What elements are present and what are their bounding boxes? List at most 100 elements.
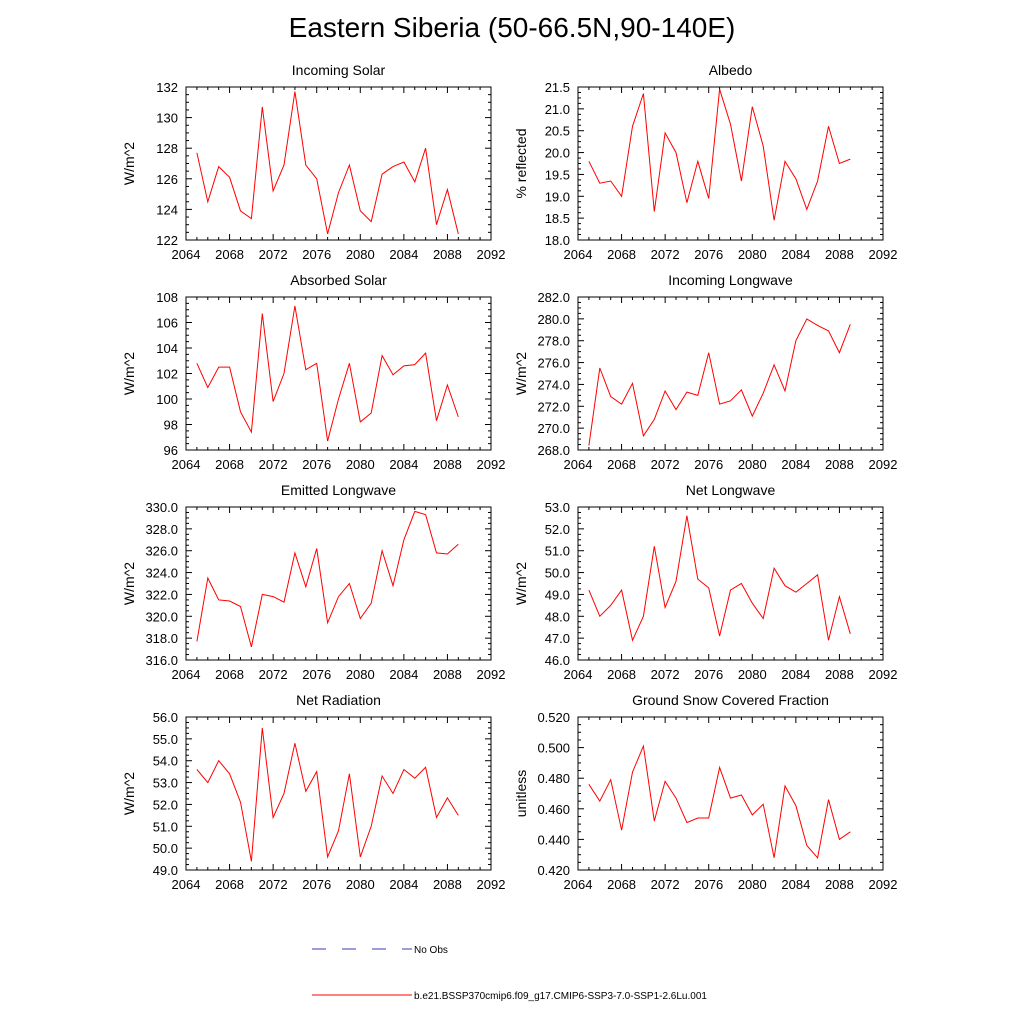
data-point [795,178,797,180]
data-point [642,615,644,617]
data-point [653,210,655,212]
data-point [675,151,677,153]
panel-3: 2064 2068 2072 2076 2080 2084 2088 2092 96 98 100 1… [121,272,505,472]
y-axis-label: W/m^2 [121,352,137,395]
x-tick-label: 2084 [389,247,418,262]
y-tick-label: 19.5 [545,167,570,182]
x-tick-label: 2084 [781,247,810,262]
series-line [588,318,851,446]
y-tick-label: 316.0 [145,653,178,668]
data-point [795,340,797,342]
data-point [305,164,307,166]
data-point [740,180,742,182]
x-tick-label: 2084 [781,667,810,682]
data-point [218,760,220,762]
y-tick-label: 48.0 [545,609,570,624]
data-point [261,727,263,729]
data-point [414,181,416,183]
data-point [272,816,274,818]
x-tick-label: 2080 [346,877,375,892]
data-point [806,208,808,210]
panel-5: 2064 2068 2072 2076 2080 2084 2088 2092 316.0 318… [121,482,505,682]
y-tick-label: 104 [156,341,178,356]
x-tick-label: 2076 [694,877,723,892]
figure-title: Eastern Siberia (50-66.5N,90-140E) [288,12,736,43]
data-point [686,391,688,393]
y-tick-label: 268.0 [537,443,570,458]
data-point [610,395,612,397]
y-axis-label: W/m^2 [513,352,529,395]
data-point [697,578,699,580]
legend-label-model: b.e21.BSSP370cmip6.f09_g17.CMIP6-SSP3-7.… [414,991,707,1002]
data-point [653,545,655,547]
data-point [272,595,274,597]
x-tick-label: 2068 [607,877,636,892]
data-point [207,577,209,579]
x-tick-label: 2064 [564,457,593,472]
y-tick-label: 126 [156,172,178,187]
data-point [620,195,622,197]
data-point [403,539,405,541]
data-point [435,224,437,226]
x-tick-label: 2080 [738,457,767,472]
data-point [435,816,437,818]
data-point [403,768,405,770]
data-point [435,420,437,422]
data-point [664,606,666,608]
data-point [697,160,699,162]
data-point [816,180,818,182]
panel-title: Emitted Longwave [281,482,396,498]
data-point [392,792,394,794]
data-point [196,640,198,642]
y-tick-label: 52.0 [153,797,178,812]
data-point [283,792,285,794]
data-point [631,771,633,773]
panel-8: 2064 2068 2072 2076 2080 2084 2088 2092 0.420 0.4… [513,692,897,892]
y-tick-label: 328.0 [145,522,178,537]
data-point [250,431,252,433]
data-point [446,188,448,190]
x-tick-label: 2088 [433,457,462,472]
data-point [250,646,252,648]
data-point [446,553,448,555]
y-tick-label: 274.0 [537,377,570,392]
y-axis-label: W/m^2 [121,142,137,185]
data-point [370,412,372,414]
data-point [294,552,296,554]
x-tick-label: 2088 [433,877,462,892]
x-tick-label: 2080 [738,667,767,682]
x-tick-label: 2068 [215,247,244,262]
data-point [849,158,851,160]
data-point [424,147,426,149]
y-tick-label: 100 [156,392,178,407]
x-tick-label: 2076 [302,877,331,892]
data-point [414,510,416,512]
data-point [610,180,612,182]
y-tick-label: 324.0 [145,566,178,581]
y-tick-label: 54.0 [153,754,178,769]
data-point [348,773,350,775]
data-point [773,567,775,569]
panel-2: 2064 2068 2072 2076 2080 2084 2088 2092 18.0 18.5… [513,62,897,262]
data-point [381,775,383,777]
data-point [751,602,753,604]
data-point [838,162,840,164]
data-point [610,779,612,781]
y-tick-label: 19.0 [545,189,570,204]
x-tick-label: 2068 [607,247,636,262]
data-point [370,220,372,222]
data-point [283,601,285,603]
x-tick-label: 2064 [172,457,201,472]
panel-1: 2064 2068 2072 2076 2080 2084 2088 2092 122 124 12… [121,62,505,262]
data-point [457,416,459,418]
data-point [457,814,459,816]
data-point [446,797,448,799]
data-point [740,389,742,391]
data-point [403,161,405,163]
data-point [337,830,339,832]
data-point [762,392,764,394]
x-tick-label: 2068 [607,667,636,682]
x-tick-label: 2080 [346,457,375,472]
data-point [283,372,285,374]
data-point [718,403,720,405]
